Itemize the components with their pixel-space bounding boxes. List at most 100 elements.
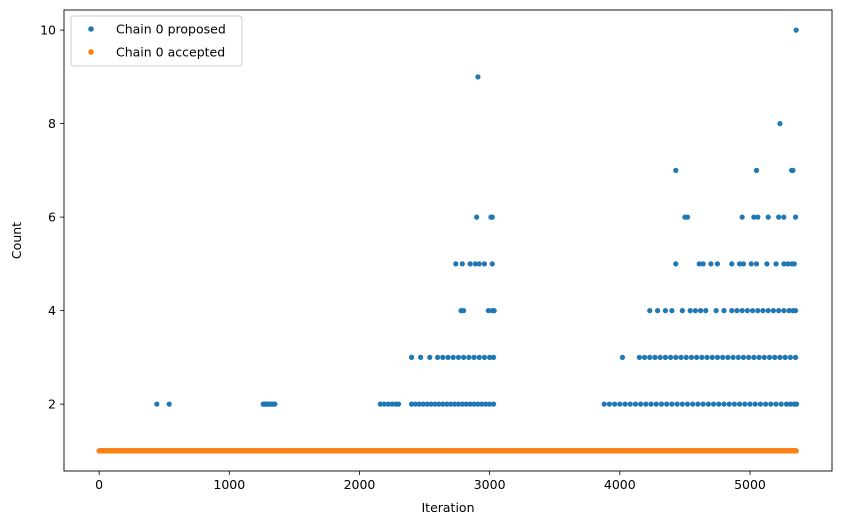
proposed-point xyxy=(725,354,731,360)
proposed-point xyxy=(721,308,727,314)
proposed-point xyxy=(740,261,747,267)
proposed-point xyxy=(714,354,721,360)
proposed-point xyxy=(740,354,747,360)
proposed-point xyxy=(654,308,661,314)
proposed-point xyxy=(444,401,450,407)
y-tick-label: 4 xyxy=(48,303,56,318)
proposed-point xyxy=(704,354,710,360)
proposed-point xyxy=(765,214,771,220)
proposed-point xyxy=(424,401,430,407)
proposed-point xyxy=(467,401,473,407)
proposed-point xyxy=(716,401,722,407)
proposed-point xyxy=(455,401,462,407)
proposed-point xyxy=(647,354,653,360)
proposed-point xyxy=(777,354,783,360)
proposed-point xyxy=(445,354,451,360)
proposed-point xyxy=(787,401,793,407)
chart-marks xyxy=(96,27,800,454)
proposed-point xyxy=(792,308,799,314)
proposed-point xyxy=(792,214,799,220)
proposed-point xyxy=(766,354,773,360)
proposed-point xyxy=(729,308,735,314)
proposed-point xyxy=(679,308,685,314)
accepted-point xyxy=(793,448,799,454)
proposed-point xyxy=(440,401,446,407)
proposed-point xyxy=(481,261,488,267)
proposed-point xyxy=(730,354,736,360)
proposed-point xyxy=(485,308,491,314)
proposed-point xyxy=(381,401,387,407)
proposed-point xyxy=(793,401,800,407)
proposed-point xyxy=(697,308,704,314)
proposed-point xyxy=(641,354,648,360)
proposed-point xyxy=(773,261,779,267)
proposed-point xyxy=(746,354,752,360)
proposed-point xyxy=(483,401,489,407)
legend: Chain 0 proposed Chain 0 accepted xyxy=(70,15,243,67)
proposed-point xyxy=(721,401,727,407)
proposed-point xyxy=(472,261,478,267)
proposed-point xyxy=(463,401,469,407)
proposed-point xyxy=(474,214,480,220)
proposed-point xyxy=(652,354,658,360)
proposed-point xyxy=(772,354,778,360)
proposed-point xyxy=(673,167,679,173)
y-tick-label: 10 xyxy=(40,23,56,38)
proposed-point xyxy=(694,354,700,360)
proposed-point xyxy=(612,401,618,407)
proposed-point xyxy=(489,214,495,220)
proposed-point xyxy=(739,214,745,220)
y-tick-label: 6 xyxy=(48,210,56,225)
proposed-point xyxy=(734,308,740,314)
proposed-point xyxy=(154,401,160,407)
proposed-point xyxy=(166,401,172,407)
legend-box xyxy=(70,15,243,67)
proposed-point xyxy=(627,401,633,407)
proposed-point xyxy=(389,401,395,407)
proposed-point xyxy=(748,261,754,267)
y-axis-label: Count xyxy=(9,222,24,259)
x-tick-label: 3000 xyxy=(474,477,506,492)
proposed-point xyxy=(776,214,782,220)
proposed-point xyxy=(678,354,684,360)
proposed-point xyxy=(440,354,446,360)
proposed-point xyxy=(377,401,383,407)
proposed-point xyxy=(699,354,705,360)
proposed-point xyxy=(601,401,607,407)
proposed-point xyxy=(673,354,679,360)
proposed-point xyxy=(749,308,756,314)
proposed-point xyxy=(662,354,668,360)
proposed-point xyxy=(606,401,613,407)
proposed-point xyxy=(757,401,764,407)
x-tick-label: 0 xyxy=(95,477,103,492)
proposed-point xyxy=(679,401,685,407)
proposed-point xyxy=(778,401,784,407)
proposed-point xyxy=(742,401,748,407)
proposed-point xyxy=(781,308,787,314)
proposed-point xyxy=(395,401,402,407)
proposed-point xyxy=(765,308,771,314)
x-tick-label: 1000 xyxy=(213,477,245,492)
proposed-point xyxy=(791,261,797,267)
proposed-point xyxy=(471,401,477,407)
proposed-point xyxy=(638,401,644,407)
proposed-point xyxy=(739,308,745,314)
proposed-point xyxy=(427,354,433,360)
proposed-point xyxy=(420,401,426,407)
proposed-point xyxy=(664,401,670,407)
proposed-point xyxy=(481,354,488,360)
proposed-point xyxy=(696,261,702,267)
proposed-point xyxy=(710,401,717,407)
y-tick-label: 8 xyxy=(48,116,56,131)
proposed-point xyxy=(731,401,737,407)
proposed-point xyxy=(467,261,473,267)
proposed-point xyxy=(756,354,762,360)
proposed-point xyxy=(385,401,391,407)
proposed-point xyxy=(777,121,783,127)
proposed-point xyxy=(705,401,711,407)
proposed-point xyxy=(643,401,649,407)
proposed-point xyxy=(459,401,465,407)
proposed-point xyxy=(653,401,659,407)
proposed-point xyxy=(450,354,456,360)
proposed-point xyxy=(736,261,743,267)
